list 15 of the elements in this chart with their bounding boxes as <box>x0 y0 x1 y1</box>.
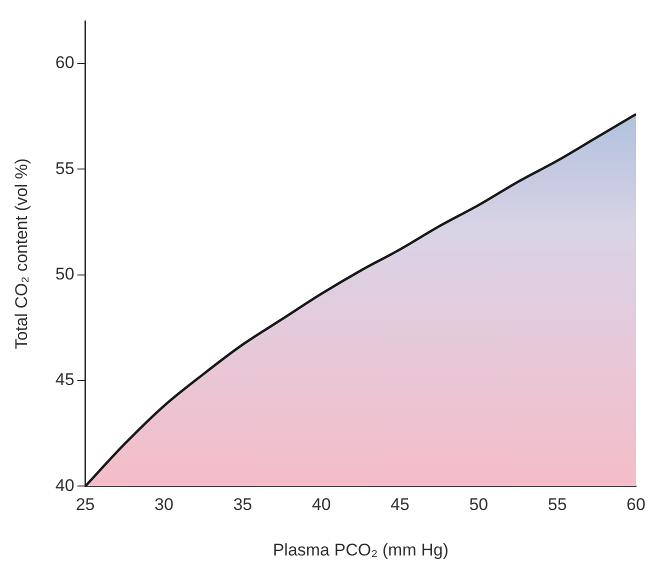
x-tick-label: 25 <box>76 495 95 514</box>
x-tick-label: 30 <box>154 495 174 514</box>
x-tick-label: 60 <box>626 495 646 514</box>
y-tick-label: 40 <box>55 476 74 495</box>
y-tick-label: 50 <box>55 264 74 284</box>
y-tick-label: 45 <box>55 370 74 390</box>
x-tick-label: 55 <box>548 495 567 514</box>
x-tick-label: 45 <box>390 495 410 514</box>
x-tick-label: 50 <box>469 495 488 514</box>
x-tick-label: 40 <box>312 495 331 514</box>
x-axis-title: Plasma PCO₂ (mm Hg) <box>272 540 448 560</box>
y-tick-label: 60 <box>55 53 74 72</box>
x-tick-label: 35 <box>233 495 252 514</box>
y-tick-label: 55 <box>55 158 74 178</box>
y-axis-title: Total CO₂ content (vol %) <box>12 158 31 350</box>
